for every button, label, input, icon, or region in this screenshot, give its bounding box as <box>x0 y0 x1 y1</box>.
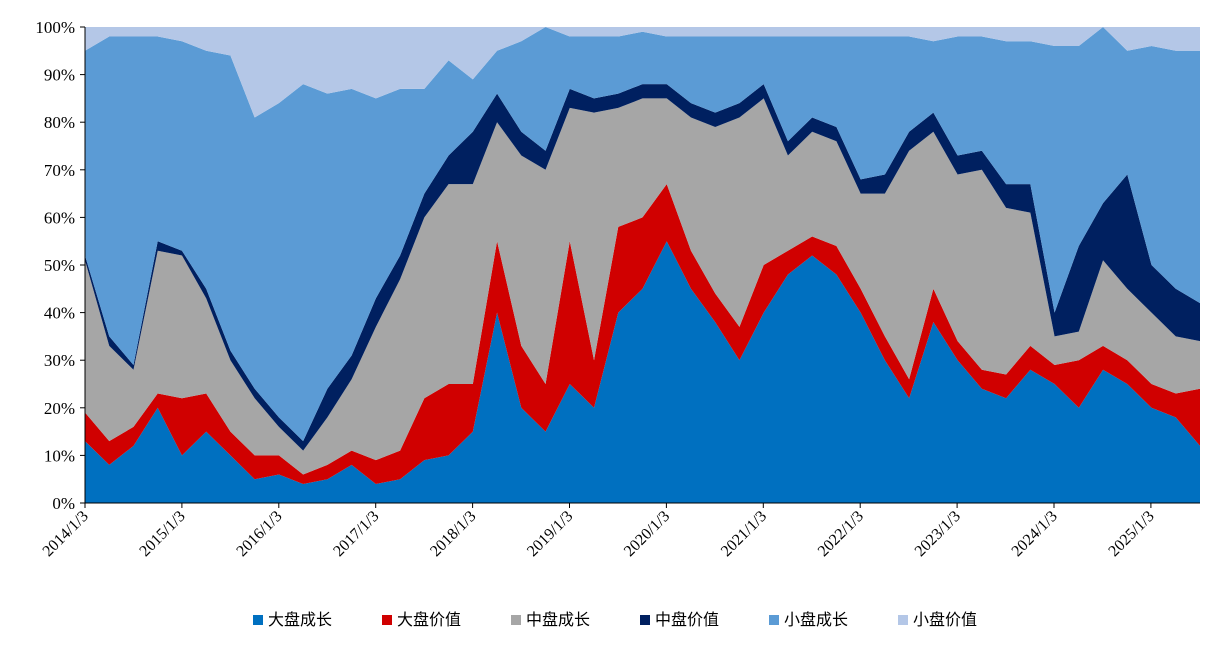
legend-swatch <box>253 615 263 625</box>
x-tick-label: 2022/1/3 <box>815 508 867 560</box>
legend-label: 小盘价值 <box>913 610 977 629</box>
x-axis-ticks: 2014/1/3 2015/1/3 2016/1/3 2017/1/3 2018/1/3… <box>40 503 1158 560</box>
legend-swatch <box>898 615 908 625</box>
y-tick-label: 70% <box>44 161 75 180</box>
y-tick-label: 60% <box>44 208 75 227</box>
legend-swatch <box>769 615 779 625</box>
area-series-6 <box>85 27 1200 118</box>
area-series-3 <box>85 98 1200 475</box>
y-tick-label: 10% <box>44 446 75 465</box>
legend-swatch <box>640 615 650 625</box>
x-tick-label: 2021/1/3 <box>718 508 770 560</box>
x-tick-label: 2018/1/3 <box>427 508 479 560</box>
x-tick-label: 2019/1/3 <box>524 508 576 560</box>
x-tick-label: 2016/1/3 <box>233 508 285 560</box>
area-layers <box>85 27 1200 503</box>
y-tick-label: 30% <box>44 351 75 370</box>
legend-swatch <box>511 615 521 625</box>
legend-label: 大盘成长 <box>268 610 332 629</box>
y-tick-label: 40% <box>44 304 75 323</box>
y-tick-label: 90% <box>44 66 75 85</box>
legend-label: 中盘价值 <box>655 610 719 629</box>
y-tick-label: 50% <box>44 256 75 275</box>
x-tick-label: 2024/1/3 <box>1009 508 1061 560</box>
legend: 大盘成长 大盘价值 中盘成长 中盘价值 小盘成长 小盘价值 <box>253 610 977 629</box>
y-tick-label: 20% <box>44 399 75 418</box>
area-series-2 <box>85 184 1200 484</box>
y-tick-label: 0% <box>52 494 75 513</box>
x-tick-label: 2017/1/3 <box>330 508 382 560</box>
x-tick-label: 2023/1/3 <box>912 508 964 560</box>
area-series-1 <box>85 241 1200 503</box>
x-tick-label: 2020/1/3 <box>621 508 673 560</box>
x-tick-label: 2025/1/3 <box>1105 508 1157 560</box>
legend-swatch <box>382 615 392 625</box>
y-tick-label: 100% <box>35 18 75 37</box>
legend-label: 中盘成长 <box>526 610 590 629</box>
legend-label: 小盘成长 <box>784 610 848 629</box>
area-series-5 <box>85 27 1200 442</box>
x-tick-label: 2014/1/3 <box>40 508 92 560</box>
x-tick-label: 2015/1/3 <box>136 508 188 560</box>
y-axis-ticks: 0% 10% 20% 30% 40% 50% 60% 70% 80% 90% 100% <box>35 18 85 513</box>
legend-label: 大盘价值 <box>397 610 461 629</box>
y-tick-label: 80% <box>44 113 75 132</box>
